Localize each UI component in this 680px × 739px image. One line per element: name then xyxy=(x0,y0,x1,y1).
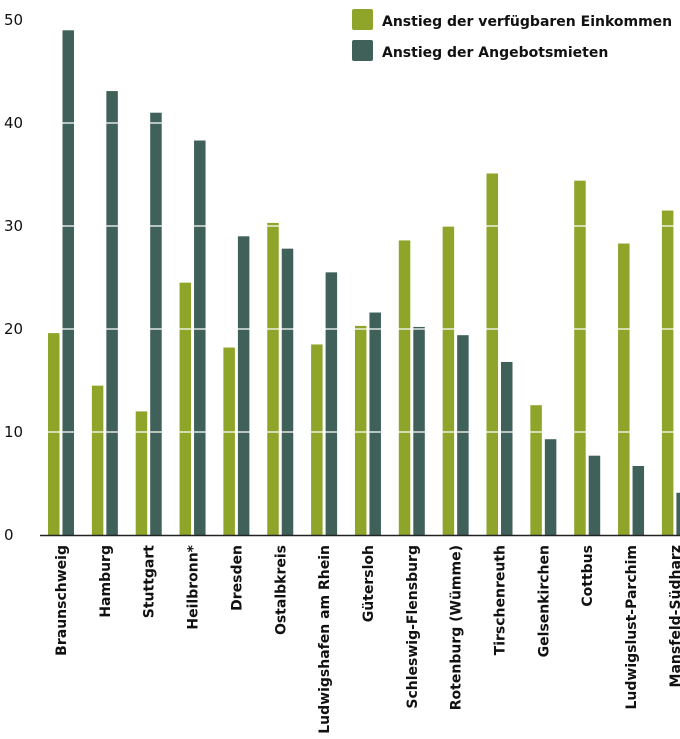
x-tick-label: Mansfeld-Südharz xyxy=(668,545,680,687)
bar-income xyxy=(91,385,104,535)
bar-income xyxy=(574,180,586,535)
bar-rent xyxy=(237,236,250,536)
x-tick-label: Rotenburg (Wümme) xyxy=(449,545,465,710)
bar-income xyxy=(311,344,323,535)
bar-rent xyxy=(369,312,381,535)
bar-rent xyxy=(62,30,74,536)
bar-income xyxy=(530,405,542,535)
x-tick-label: Ludwigshafen am Rhein xyxy=(317,545,333,734)
x-tick-label: Heilbronn* xyxy=(186,544,202,629)
x-tick-label: Dresden xyxy=(229,545,245,611)
bar-income xyxy=(618,243,630,535)
x-tick-label: Gelsenkirchen xyxy=(536,545,552,657)
bar-income xyxy=(223,347,235,535)
y-tick-label: 30 xyxy=(4,217,23,235)
bar-income xyxy=(398,240,411,536)
y-tick-label: 40 xyxy=(4,114,23,132)
y-tick-label: 20 xyxy=(4,320,23,338)
bar-rent xyxy=(676,492,680,535)
bar-rent xyxy=(413,326,425,535)
legend-swatch-rent xyxy=(352,40,373,61)
legend-label-income: Anstieg der verfügbaren Einkommen xyxy=(382,14,672,30)
bar-rent xyxy=(457,335,469,535)
bar-income xyxy=(267,222,279,535)
bar-income xyxy=(135,411,148,535)
bar-rent xyxy=(150,112,162,535)
x-tick-label: Cottbus xyxy=(580,545,596,607)
bar-income xyxy=(486,173,498,535)
x-tick-label: Schleswig-Flensburg xyxy=(405,545,421,709)
bar-income xyxy=(442,226,455,535)
bar-income xyxy=(354,325,367,535)
bar-rent xyxy=(325,272,338,535)
y-tick-label: 10 xyxy=(4,423,23,441)
x-tick-label: Stuttgart xyxy=(142,545,158,619)
x-tick-label: Braunschweig xyxy=(54,545,70,656)
bar-income xyxy=(661,210,674,536)
x-tick-label: Gütersloh xyxy=(361,545,377,622)
bar-rent xyxy=(281,248,294,535)
legend-swatch-income xyxy=(352,9,373,30)
bar-rent xyxy=(588,455,601,535)
x-tick-label: Hamburg xyxy=(98,545,114,618)
bars xyxy=(48,30,680,536)
y-tick-label: 0 xyxy=(4,526,14,544)
y-axis-ticks: 0 10 20 30 40 50 xyxy=(4,11,23,544)
legend: Anstieg der verfügbaren Einkommen Anstie… xyxy=(352,9,672,61)
bar-rent xyxy=(501,361,513,535)
bar-rent xyxy=(106,91,118,535)
legend-label-rent: Anstieg der Angebotsmieten xyxy=(382,45,608,61)
bar-income xyxy=(48,333,60,535)
bar-rent xyxy=(194,140,206,535)
x-tick-label: Ludwigslust-Parchim xyxy=(624,545,640,710)
x-axis-labels: Braunschweig Hamburg Stuttgart Heilbronn* Dr… xyxy=(54,544,680,733)
bar-income xyxy=(179,282,192,535)
x-tick-label: Tirschenreuth xyxy=(493,545,509,655)
x-tick-label: Ostalbkreis xyxy=(273,545,289,635)
bar-rent xyxy=(632,465,645,535)
bar-rent xyxy=(544,439,557,535)
y-tick-label: 50 xyxy=(4,11,23,29)
